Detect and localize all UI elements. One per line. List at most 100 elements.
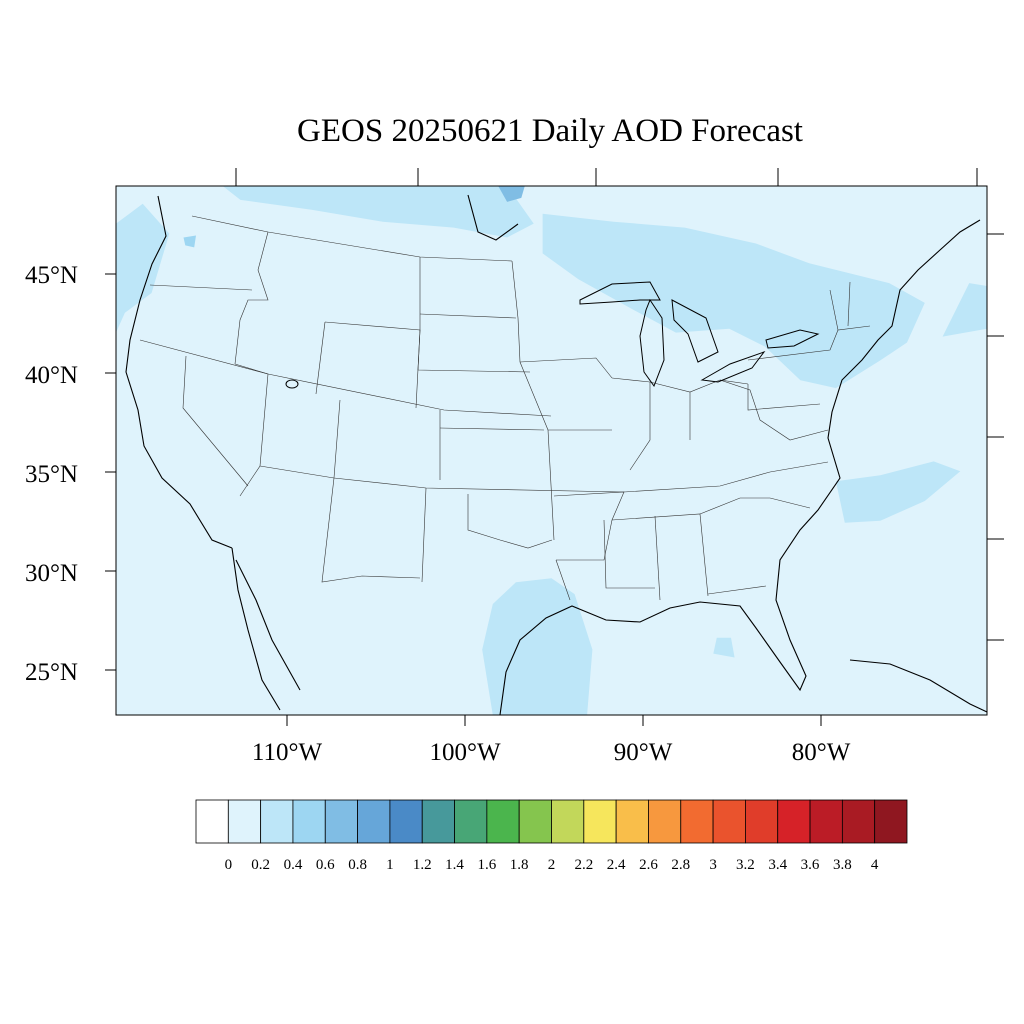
lat-label-25n: 25°N xyxy=(25,659,78,686)
state-borders xyxy=(139,215,871,601)
il-in-border xyxy=(629,382,651,471)
colorbar-label: 1.4 xyxy=(445,857,464,873)
aod-patch-new-england-coastal xyxy=(942,283,987,337)
ia-mo-north-border xyxy=(519,357,613,379)
tn-nc-border xyxy=(623,461,829,493)
colorbar-swatch xyxy=(745,799,779,844)
lon-label-110w: 110°W xyxy=(252,739,323,766)
colorbar-swatch xyxy=(583,799,617,844)
colorbar-label: 3 xyxy=(709,857,717,873)
colorbar-swatch xyxy=(518,799,552,844)
map-panel: 45°N 40°N 35°N 30°N 25°N 110°W 100°W 90°… xyxy=(25,168,1004,766)
ny-vt-ma-border xyxy=(829,289,871,331)
longitude-labels: 110°W 100°W 90°W 80°W xyxy=(252,739,851,766)
colorbar-swatch xyxy=(777,799,811,844)
lake-winnipeg-outline xyxy=(467,194,519,241)
map-frame xyxy=(115,185,988,716)
colorbar-swatch xyxy=(357,799,391,844)
lake-ontario xyxy=(765,329,820,349)
colorbar-swatch xyxy=(421,799,455,844)
nevada-arizona-border xyxy=(234,363,269,497)
aod-patch-texas-gulf-plume xyxy=(482,578,593,715)
colorbar-swatch xyxy=(809,799,843,844)
aod-patch-florida-spot xyxy=(713,637,735,658)
great-lakes xyxy=(285,281,820,389)
red-river-border xyxy=(467,494,553,549)
colorbar-swatch xyxy=(712,799,746,844)
lat-label-30n: 30°N xyxy=(25,560,78,587)
la-tx-border xyxy=(555,559,571,601)
ne-ks-border xyxy=(439,427,545,431)
gulf-of-california-coast xyxy=(235,559,301,691)
ca-nv-border xyxy=(182,355,249,487)
colorbar-swatch xyxy=(841,799,876,844)
ga-sc-border xyxy=(699,497,811,515)
colorbar-label: 3.6 xyxy=(801,857,820,873)
aod-patch-carolinas-offshore xyxy=(835,461,961,523)
wy-west-border xyxy=(315,321,326,395)
colorbar-label: 0.6 xyxy=(316,857,335,873)
border-ca-or-nv-ut-co xyxy=(139,339,552,417)
lake-michigan xyxy=(639,298,665,388)
colorbar-label: 2 xyxy=(548,857,556,873)
lat-label-35n: 35°N xyxy=(25,461,78,488)
colorbar-label: 3.2 xyxy=(736,857,755,873)
colorbar-swatch xyxy=(389,799,423,844)
pacific-coast xyxy=(125,195,233,549)
aod-patch-northern-border-plume xyxy=(222,186,534,238)
colorbar-swatch xyxy=(260,799,294,844)
cuba-bahamas-coast xyxy=(849,659,987,713)
ms-al-border xyxy=(654,515,661,601)
dakotas-west xyxy=(417,257,531,373)
idaho-montana-border xyxy=(234,231,269,365)
colorbar-swatch xyxy=(874,799,908,844)
colorbar-label: 4 xyxy=(871,857,879,873)
colorbar-label: 0 xyxy=(225,857,233,873)
lake-huron xyxy=(671,299,719,363)
co-nm-west xyxy=(321,399,421,583)
latitude-labels: 45°N 40°N 35°N 30°N 25°N xyxy=(25,262,78,686)
colorbar-labels: 0 0.2 0.4 0.6 0.8 1 1.2 1.4 1.6 1.8 2 2.2 2.4 2.6 2.8 3… xyxy=(225,857,879,873)
pa-md-border xyxy=(747,384,821,411)
colorbar xyxy=(195,799,908,844)
colorbar-swatch xyxy=(454,799,488,844)
lon-label-90w: 90°W xyxy=(614,739,673,766)
or-wa-border xyxy=(149,284,253,291)
colorbar-label: 1.8 xyxy=(510,857,529,873)
colorbar-swatch xyxy=(486,799,520,844)
aod-overlay xyxy=(116,186,987,715)
colorbar-label: 0.2 xyxy=(251,857,270,873)
border-az-nm-tx-north xyxy=(259,465,625,493)
canada-border xyxy=(191,215,513,262)
colorbar-swatch xyxy=(648,799,682,844)
colorbar-label: 2.4 xyxy=(607,857,626,873)
colorbar-label: 1.6 xyxy=(477,857,496,873)
colorbar-label: 1.2 xyxy=(413,857,432,873)
aod-patch-idaho-spot xyxy=(183,235,196,248)
coastlines xyxy=(125,194,987,715)
aod-patch-great-lakes-plume xyxy=(542,213,925,389)
axis-ticks xyxy=(105,168,1004,726)
colorbar-swatch xyxy=(680,799,714,844)
colorbar-swatch xyxy=(615,799,649,844)
colorbar-swatch xyxy=(292,799,326,844)
nm-tx-border xyxy=(421,487,427,583)
colorbar-label: 1 xyxy=(386,857,394,873)
lon-label-100w: 100°W xyxy=(429,739,500,766)
wv-va-border xyxy=(719,379,829,441)
colorbar-swatch xyxy=(324,799,358,844)
lake-erie xyxy=(700,350,766,383)
aod-patch-pacific-northwest-plume xyxy=(116,203,170,333)
map-title: GEOS 20250621 Daily AOD Forecast xyxy=(297,113,803,149)
great-salt-lake xyxy=(285,379,299,389)
baja-west-coast xyxy=(231,547,281,711)
ms-la-border xyxy=(603,519,655,589)
colorbar-label: 2.2 xyxy=(574,857,593,873)
colorbar-swatch xyxy=(195,799,229,844)
aod-patch-manitoba-peak xyxy=(498,186,525,202)
lat-label-45n: 45°N xyxy=(25,262,78,289)
pa-ny-border xyxy=(747,329,839,361)
colorbar-swatch xyxy=(551,799,585,844)
fl-ga-border xyxy=(707,585,767,595)
